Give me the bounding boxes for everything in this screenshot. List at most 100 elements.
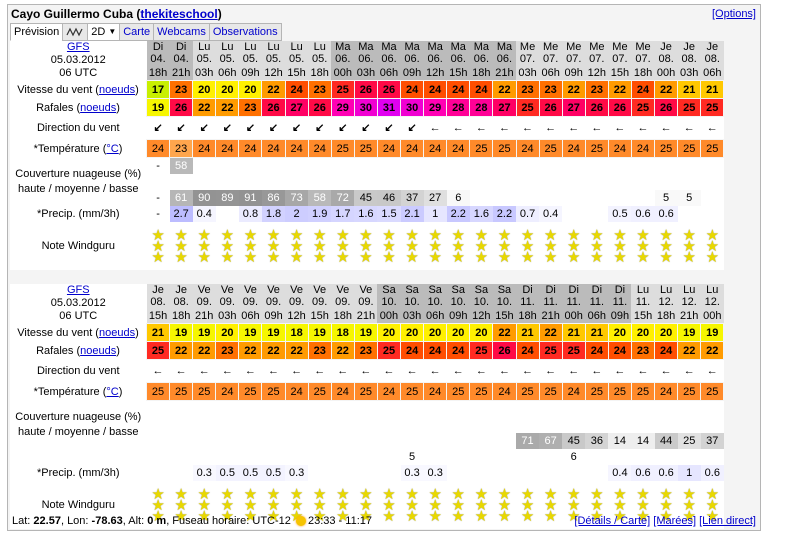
cloud-cell <box>377 417 401 433</box>
cloud-cell <box>608 157 632 174</box>
gust-cell: 25 <box>538 341 563 360</box>
wind-arrow-icon: ← <box>683 365 695 377</box>
star-icon: ★ <box>474 496 489 514</box>
school-link[interactable]: thekiteschool <box>140 7 218 21</box>
graph-icon[interactable] <box>62 23 89 41</box>
cloud-cell <box>192 157 216 174</box>
mode-select[interactable]: 2D ▼ <box>87 23 121 41</box>
temp-cell: 24 <box>630 139 656 158</box>
hour-cell: 03h <box>215 308 239 324</box>
star-icon: ★ <box>289 237 304 255</box>
rating-cell: ★ ★ ★ <box>447 222 470 270</box>
day-date: 09. <box>335 296 351 308</box>
wind-label-unit-link[interactable]: noeuds <box>98 83 136 96</box>
temp-cell: 24 <box>376 382 402 401</box>
sun-icon <box>295 516 306 527</box>
day-name: Di <box>568 284 579 296</box>
tab-webcams[interactable]: Webcams <box>153 23 210 41</box>
rating-cell: ★ ★ ★ <box>585 481 608 529</box>
day-date: 11. <box>589 296 605 308</box>
day-header: Je 08. <box>700 41 724 65</box>
day-header: Lu 05. <box>215 41 239 65</box>
gust-label-unit-link[interactable]: noeuds <box>80 344 117 357</box>
day-name: Ve <box>313 284 327 296</box>
wind-cell: 21 <box>700 80 725 99</box>
star-icon: ★ <box>497 485 512 503</box>
cloud-cell <box>238 157 262 174</box>
gust-cell: 25 <box>145 341 171 360</box>
day-name: Lu <box>198 41 211 53</box>
cloud-cell <box>192 174 216 190</box>
cloud-cell <box>169 400 193 417</box>
gust-cell: 25 <box>515 98 540 117</box>
cloud-cell <box>562 417 586 433</box>
cloud-cell <box>261 433 286 449</box>
star-icon: ★ <box>636 496 650 514</box>
model-link[interactable]: GFS <box>66 284 90 297</box>
wind-cell: 19 <box>261 323 286 342</box>
details-link[interactable]: [Détails / Carte] <box>574 515 651 527</box>
day-name: Me <box>612 41 628 53</box>
cloud-cell: 37 <box>700 433 724 449</box>
day-date: 07. <box>542 53 559 65</box>
rating-label: Note Windguru <box>10 481 147 529</box>
precip-cell: 2 <box>285 206 309 222</box>
precip-cell: 1.9 <box>308 206 332 222</box>
star-icon: ★ <box>359 248 373 266</box>
wind-arrow-icon: ← <box>568 365 580 377</box>
wind-arrow-icon: ← <box>637 365 649 377</box>
cloud-cell: 61 <box>169 190 193 206</box>
day-date: 07. <box>519 53 536 65</box>
tab-prevision[interactable]: Prévision <box>10 23 64 41</box>
day-name: Di <box>614 284 626 296</box>
temp-label-unit-link[interactable]: °C <box>106 142 119 155</box>
star-icon: ★ <box>312 226 327 244</box>
day-date: 11. <box>520 296 535 308</box>
cloud-label: Couverture nuageuse (%) haute / moyenne /… <box>10 157 147 206</box>
temp-cell: 24 <box>607 139 632 158</box>
temp-label-unit-link[interactable]: °C <box>106 385 119 398</box>
day-date: 08. <box>681 53 697 65</box>
star-icon: ★ <box>266 485 281 503</box>
hour-cell: 18h <box>146 65 170 81</box>
temp-cell: 25 <box>469 139 494 158</box>
rating-cell: ★ ★ ★ <box>470 222 493 270</box>
marees-link[interactable]: [Marées] <box>653 515 697 527</box>
cloud-cell <box>700 190 724 206</box>
precip-cell <box>308 465 332 481</box>
star-icon: ★ <box>682 226 696 244</box>
hour-cell: 18h <box>654 308 678 324</box>
tab-carte[interactable]: Carte <box>119 23 155 41</box>
cloud-extra-cell <box>608 449 632 465</box>
cloud-cell <box>423 417 447 433</box>
cloud-cell: 44 <box>654 433 678 449</box>
gust-cell: 22 <box>215 98 240 117</box>
star-icon: ★ <box>520 496 535 514</box>
day-header: Ve 09. <box>354 284 378 308</box>
star-icon: ★ <box>151 237 165 255</box>
wind-cell: 20 <box>192 80 217 99</box>
wind-cell: 20 <box>215 323 240 342</box>
wind-label-unit-link[interactable]: noeuds <box>98 326 136 339</box>
wind-arrow-icon: ← <box>545 122 557 134</box>
mode-label: 2D <box>91 26 106 38</box>
wind-cell: 23 <box>538 80 563 99</box>
star-icon: ★ <box>451 496 465 514</box>
forecast-table-1: GFS 05.03.2012 06 UTC Di 04. Di 04. Lu 05. Lu 05. L… <box>10 41 725 270</box>
toolbar: Prévision 2D ▼ Carte Webcams Observations <box>8 23 760 41</box>
temp-cell: 25 <box>700 139 725 158</box>
gust-label-unit-link[interactable]: noeuds <box>80 101 117 114</box>
hour-cell: 21h <box>169 65 193 81</box>
wind-arrow-icon: ↙ <box>338 122 348 134</box>
star-icon: ★ <box>151 496 165 514</box>
cloud-cell <box>261 174 286 190</box>
cloud-cell <box>354 400 378 417</box>
day-date: 06. <box>473 53 489 65</box>
tab-observations[interactable]: Observations <box>208 23 282 41</box>
gust-cell: 22 <box>169 341 194 360</box>
model-link[interactable]: GFS <box>66 41 90 54</box>
options-link[interactable]: [Options] <box>711 8 756 20</box>
direct-link[interactable]: [Lien direct] <box>699 515 756 527</box>
star-icon: ★ <box>451 237 465 255</box>
star-icon: ★ <box>613 226 627 244</box>
